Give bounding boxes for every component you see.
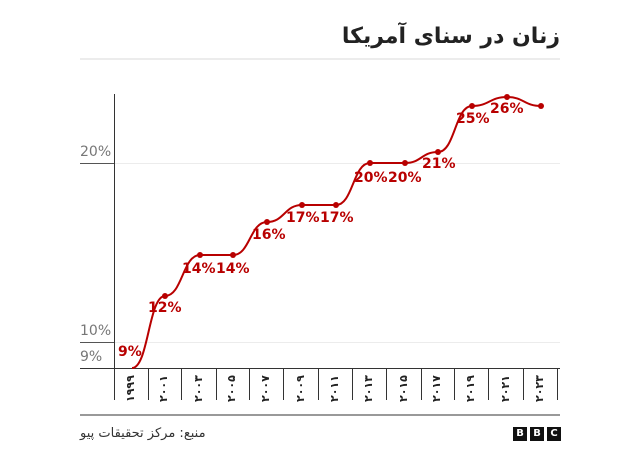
- y-tick-line: [80, 163, 114, 164]
- data-point: [469, 103, 475, 109]
- source-text: منبع: مرکز تحقیقات پیو: [80, 426, 206, 441]
- x-axis-line: [80, 368, 560, 369]
- footer-divider: [80, 414, 560, 416]
- data-points: [162, 94, 544, 299]
- data-label: 21%: [422, 156, 456, 172]
- data-point: [402, 160, 408, 166]
- data-point: [197, 252, 203, 258]
- x-tick: [181, 368, 182, 400]
- x-tick: [318, 368, 319, 400]
- x-tick: [421, 368, 422, 400]
- data-point: [367, 160, 373, 166]
- y-tick-label: 20%: [80, 144, 112, 160]
- logo-letter: B: [530, 427, 544, 441]
- logo-letter: C: [547, 427, 561, 441]
- data-point: [435, 149, 441, 155]
- x-tick: [148, 368, 149, 400]
- gridline: [114, 163, 560, 164]
- data-line: [131, 95, 542, 369]
- data-label: 26%: [490, 101, 524, 117]
- data-label: 12%: [148, 300, 182, 316]
- data-point: [264, 219, 270, 225]
- data-label: 20%: [388, 170, 422, 186]
- x-tick: [352, 368, 353, 400]
- x-tick: [523, 368, 524, 400]
- x-tick: [386, 368, 387, 400]
- data-point: [504, 94, 510, 100]
- gridline: [114, 342, 560, 343]
- x-tick: [454, 368, 455, 400]
- bbc-logo: B B C: [513, 427, 561, 441]
- chart-title: زنان در سنای آمریکا: [341, 24, 560, 49]
- data-point: [162, 293, 168, 299]
- data-point: [333, 202, 339, 208]
- x-tick: [283, 368, 284, 400]
- y-tick-label: 9%: [80, 349, 103, 365]
- data-label: 17%: [320, 210, 354, 226]
- x-tick: [216, 368, 217, 400]
- x-tick: [557, 368, 558, 400]
- data-label: 16%: [252, 227, 286, 243]
- logo-letter: B: [513, 427, 527, 441]
- data-point: [230, 252, 236, 258]
- y-tick-label: 10%: [80, 323, 112, 339]
- data-point: [538, 103, 544, 109]
- data-label: 14%: [216, 261, 250, 277]
- data-label: 25%: [456, 111, 490, 127]
- y-tick-line: [80, 342, 114, 343]
- data-label: 17%: [286, 210, 320, 226]
- data-label: 20%: [354, 170, 388, 186]
- x-tick: [114, 368, 115, 400]
- title-divider: [80, 58, 560, 60]
- y-axis-line: [114, 94, 115, 368]
- data-point: [299, 202, 305, 208]
- x-tick: [488, 368, 489, 400]
- data-label: 9%: [118, 344, 142, 360]
- data-label: 14%: [182, 261, 216, 277]
- x-tick: [249, 368, 250, 400]
